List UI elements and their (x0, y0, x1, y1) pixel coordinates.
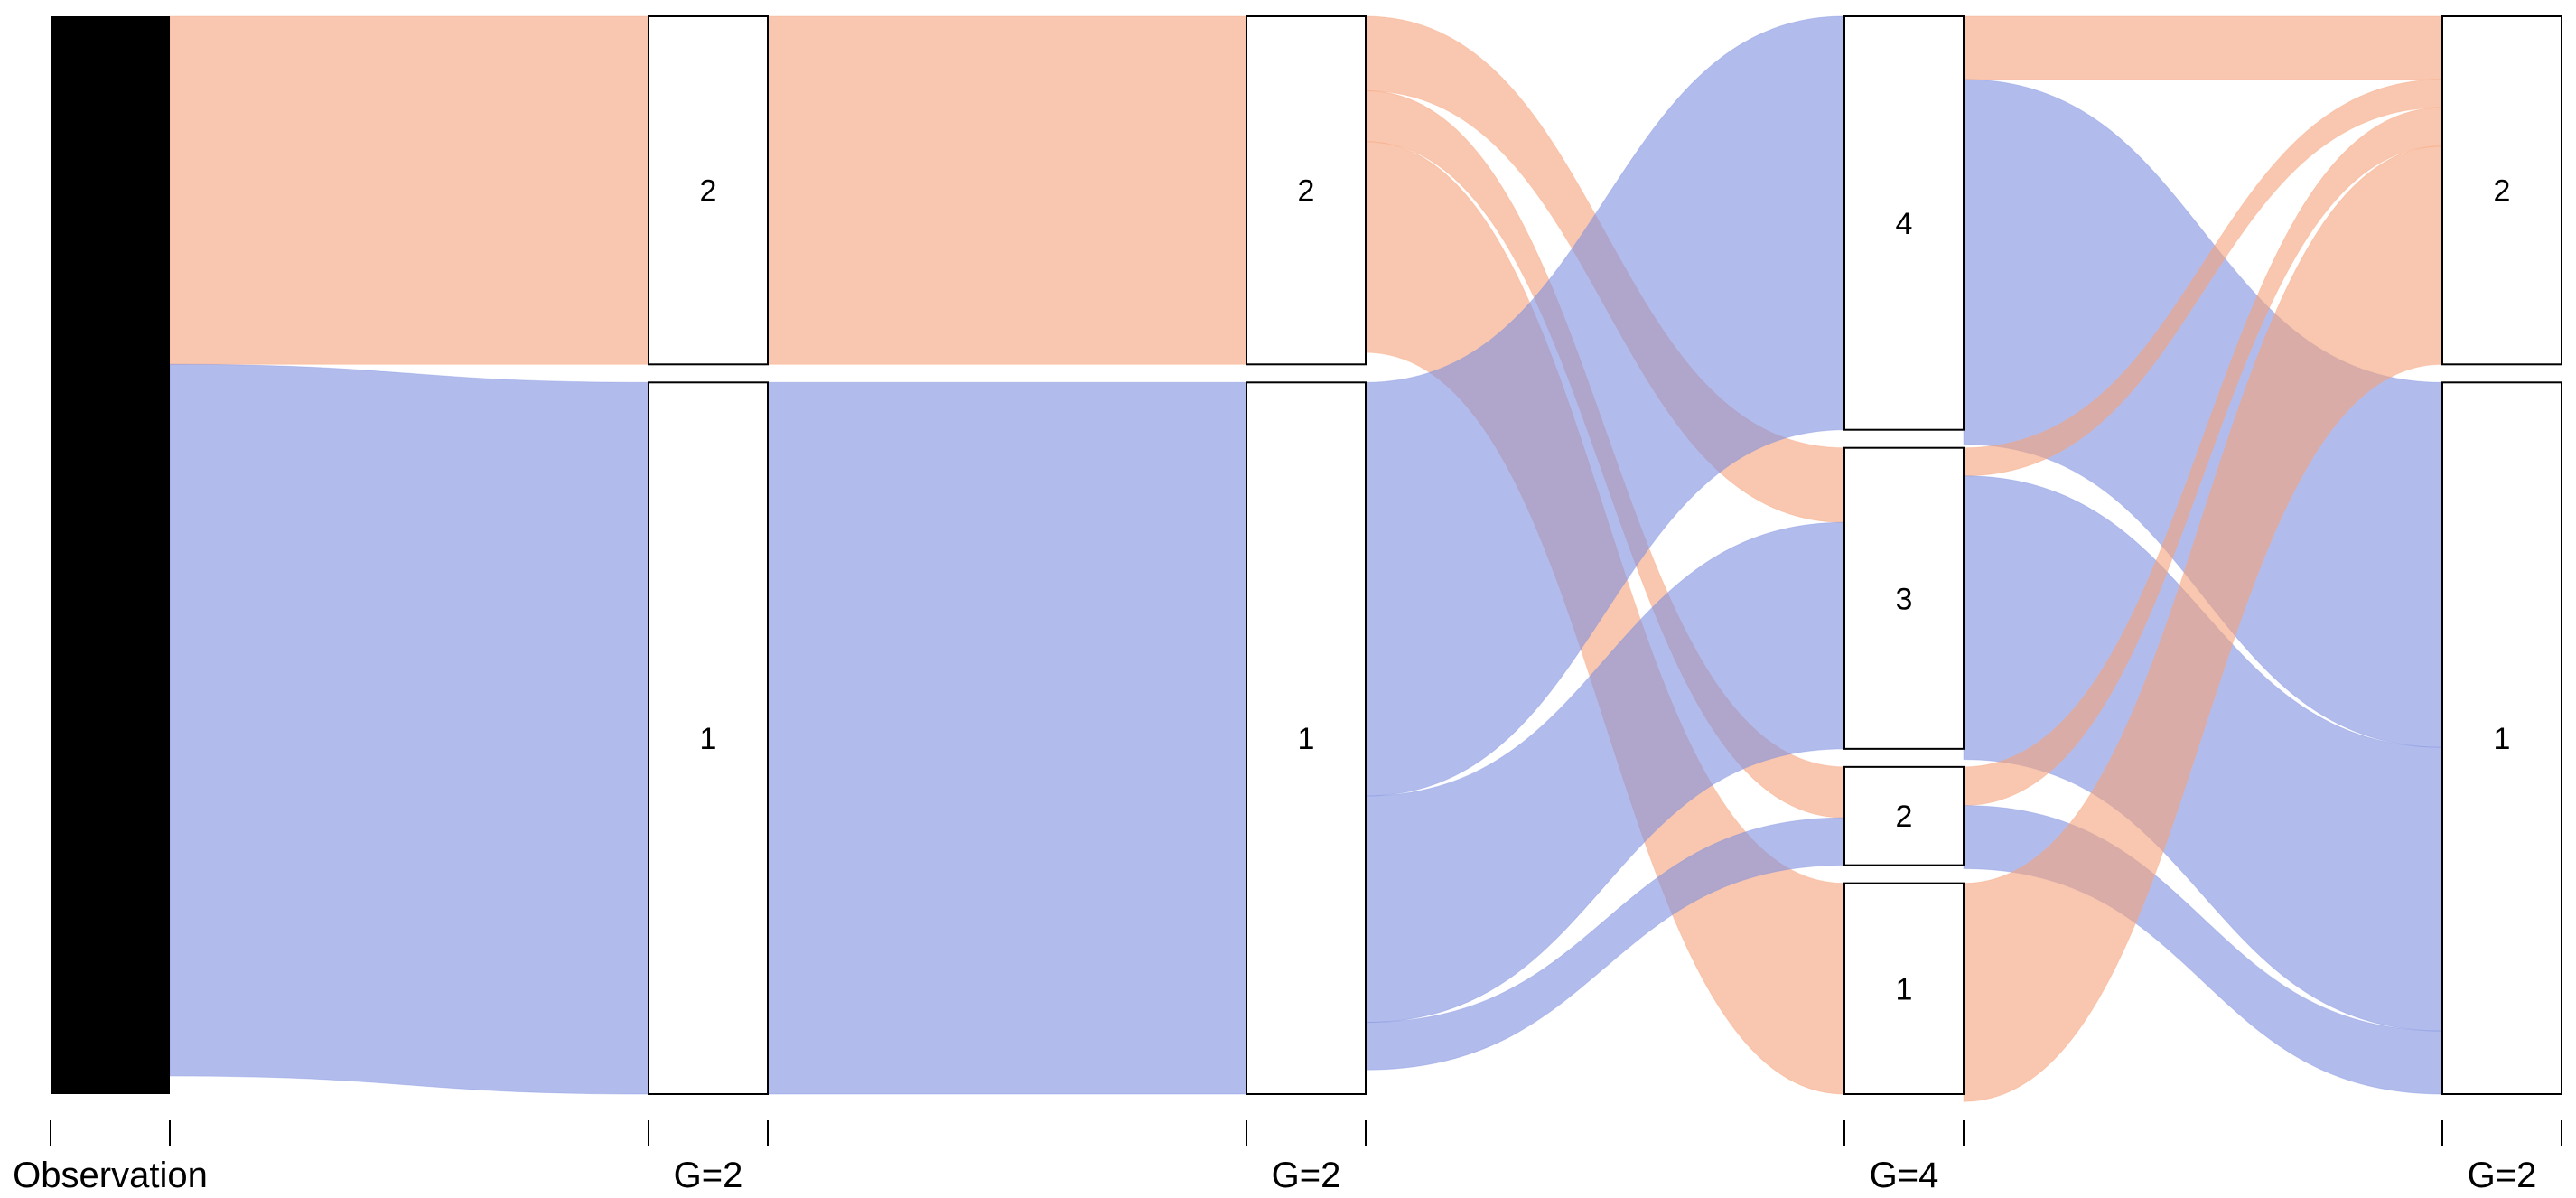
category-label-4-2: 2 (2494, 174, 2511, 209)
category-label-1-2: 2 (700, 174, 717, 209)
observation-column (51, 16, 170, 1094)
category-box-3-4 (1843, 15, 1965, 431)
category-box-1-2 (648, 15, 769, 366)
category-box-3-3 (1843, 446, 1965, 750)
category-label-2-1: 1 (1298, 722, 1315, 756)
category-box-2-1 (1246, 381, 1367, 1096)
category-label-3-4: 4 (1896, 207, 1913, 241)
axis-label-4: G=2 (2468, 1156, 2537, 1195)
flow-band-2-1 (767, 381, 1247, 1095)
category-label-2-2: 2 (1298, 174, 1315, 209)
category-box-4-1 (2441, 381, 2562, 1096)
category-box-3-1 (1843, 882, 1965, 1096)
category-label-3-3: 3 (1896, 582, 1913, 616)
flow-band-1-0 (169, 15, 649, 365)
flow-band-1-1 (169, 363, 649, 1095)
flow-layer (169, 15, 2443, 1102)
category-box-4-2 (2441, 15, 2562, 366)
observation-layer (51, 16, 170, 1094)
axis-layer: Observation G=2 G=2 G=4 G=2 (13, 1120, 2562, 1195)
axis-label-1: G=2 (674, 1156, 743, 1195)
category-label-1-1: 1 (700, 722, 717, 756)
category-box-3-2 (1843, 765, 1965, 866)
category-label-4-1: 1 (2494, 722, 2511, 756)
flow-band-4-0 (1963, 15, 2443, 80)
axis-label-0: Observation (13, 1156, 208, 1195)
category-label-3-1: 1 (1896, 972, 1913, 1006)
category-label-3-2: 2 (1896, 800, 1913, 834)
flow-band-2-0 (767, 15, 1247, 365)
category-box-2-2 (1246, 15, 1367, 366)
category-box-layer: 2 1 2 1 4 3 2 1 2 1 (648, 15, 2562, 1096)
axis-label-2: G=2 (1272, 1156, 1341, 1195)
category-box-1-1 (648, 381, 769, 1096)
axis-label-3: G=4 (1870, 1156, 1939, 1195)
